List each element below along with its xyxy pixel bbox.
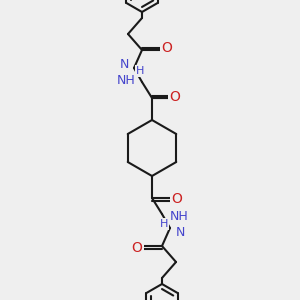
Text: O: O xyxy=(169,90,180,104)
Text: O: O xyxy=(132,241,142,255)
Text: N: N xyxy=(176,226,185,238)
Text: NH: NH xyxy=(116,74,135,86)
Text: NH: NH xyxy=(170,209,189,223)
Text: H: H xyxy=(160,219,168,229)
Text: H: H xyxy=(136,66,144,76)
Text: O: O xyxy=(162,41,172,55)
Text: N: N xyxy=(120,58,129,70)
Text: O: O xyxy=(172,192,182,206)
